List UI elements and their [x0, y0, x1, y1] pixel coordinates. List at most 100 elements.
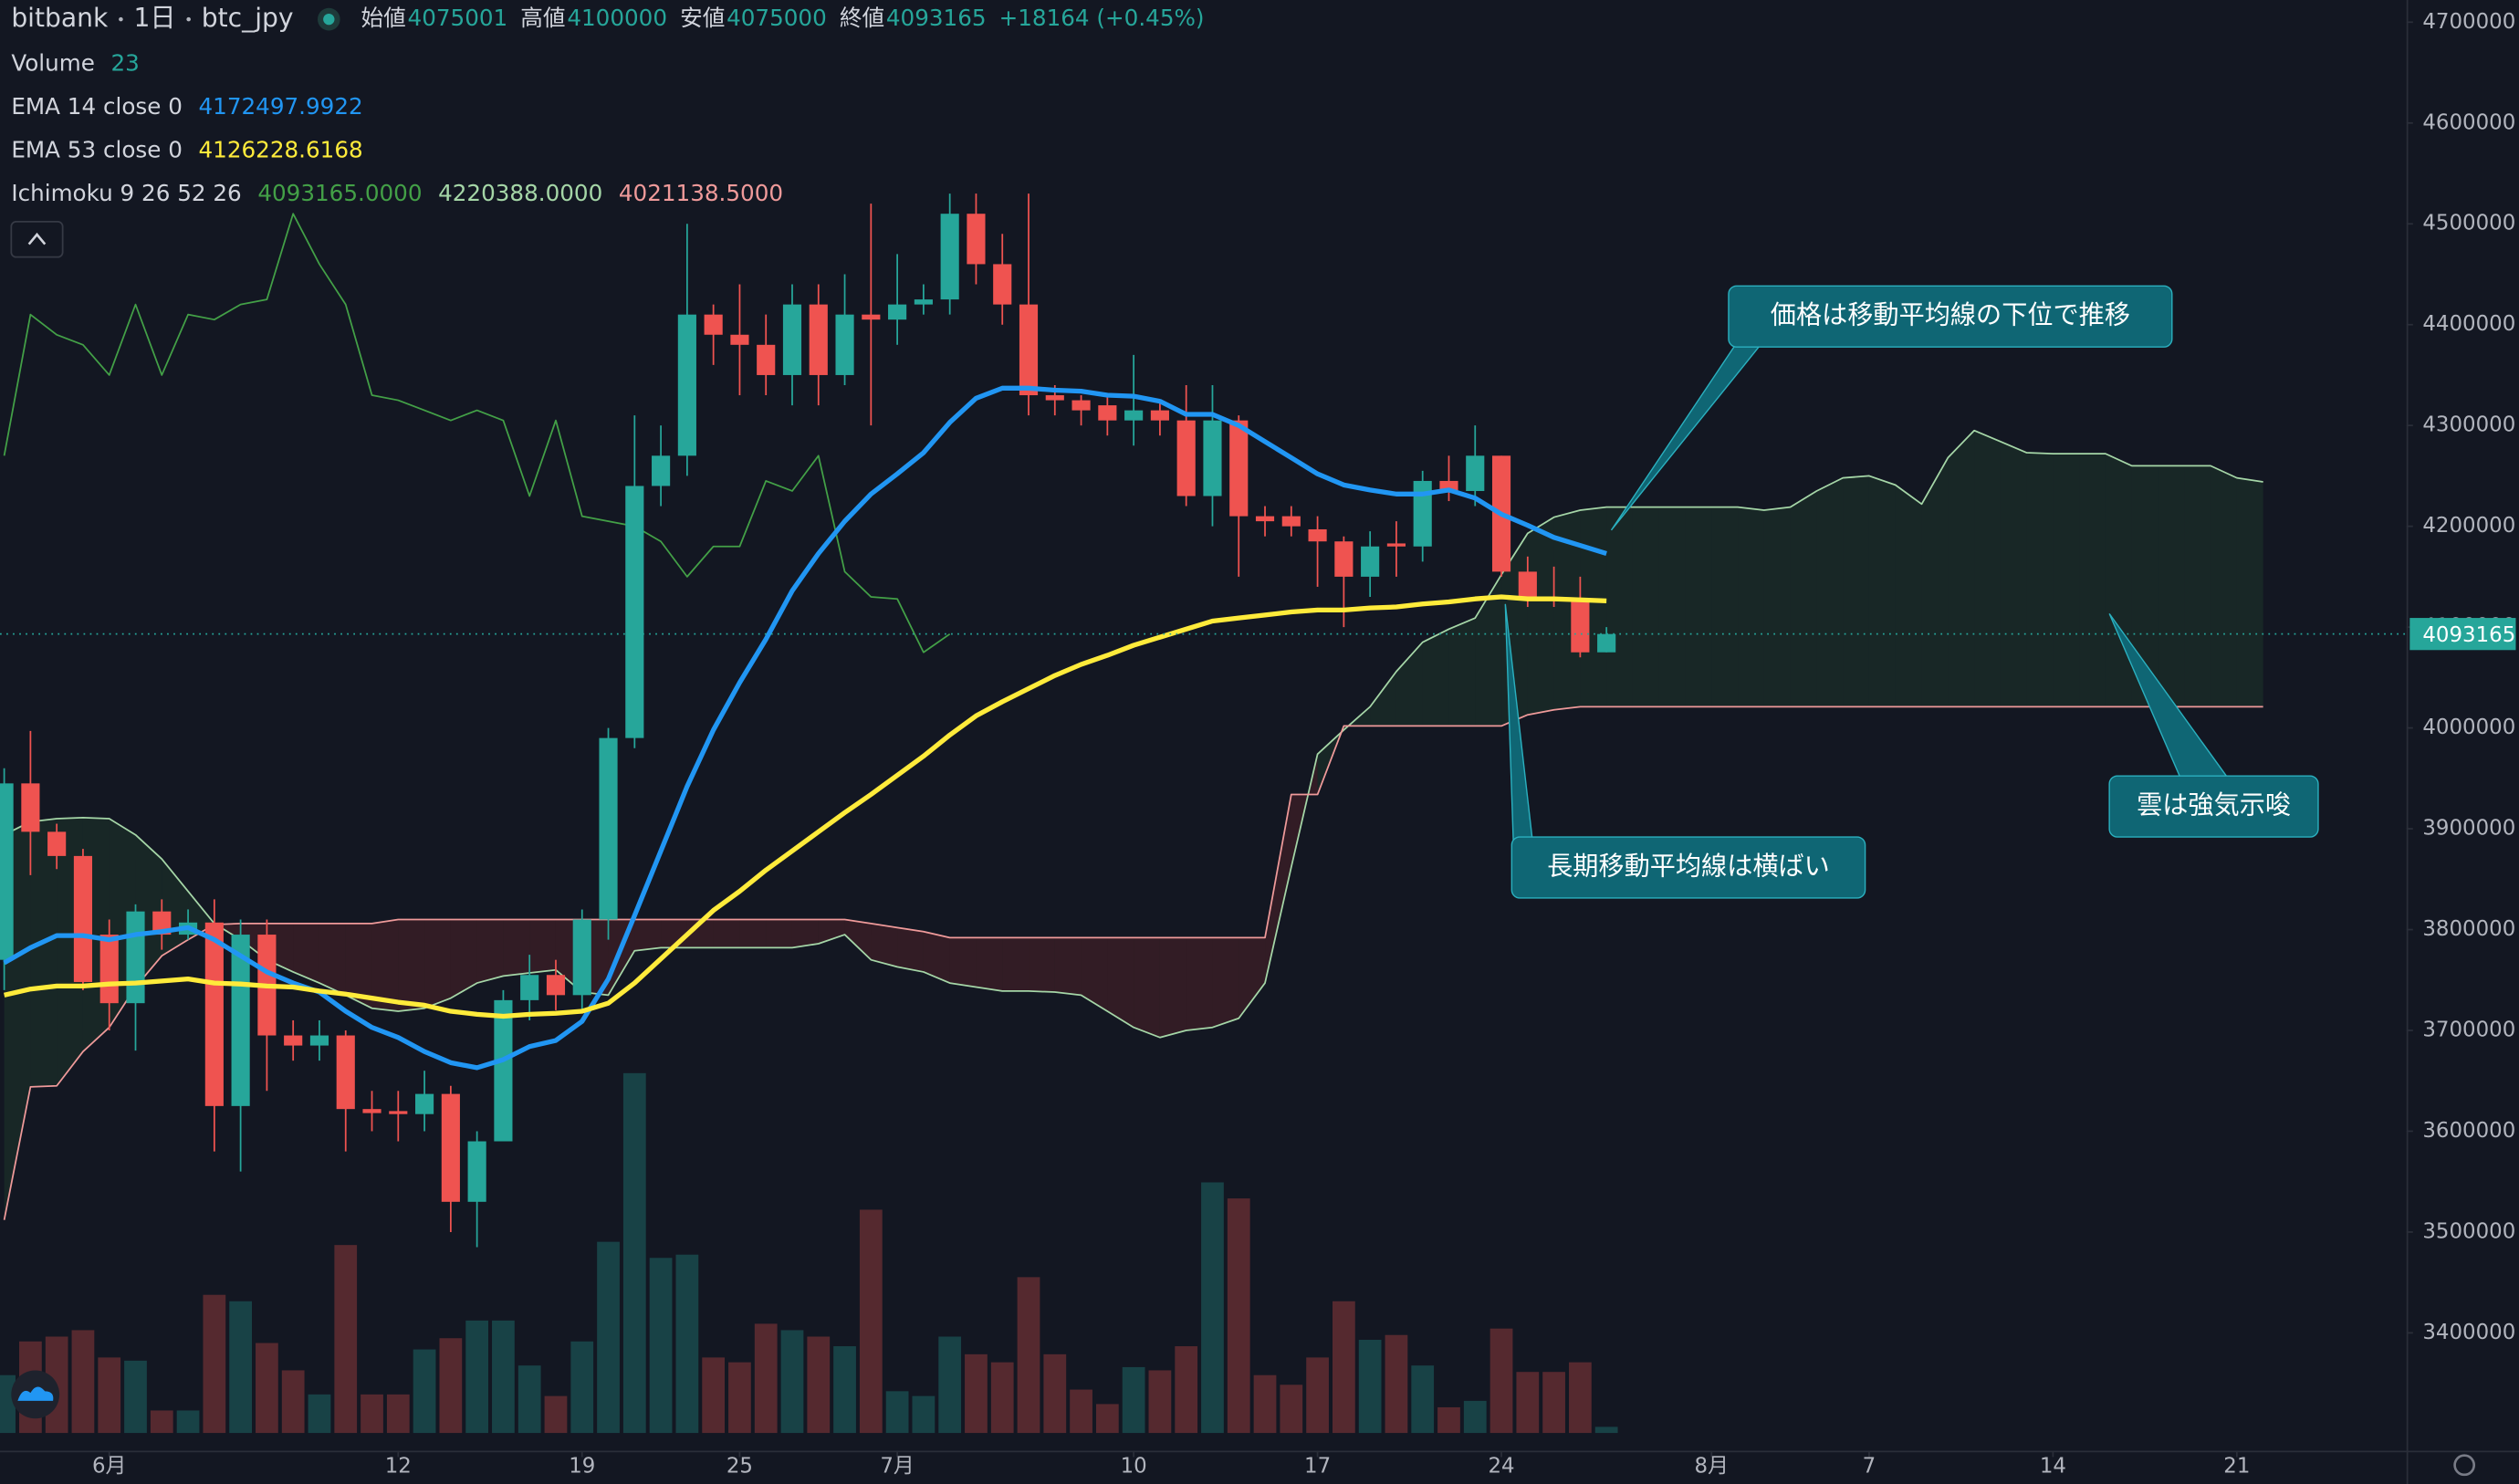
cloud-fill [1974, 430, 2001, 707]
callout-box [2108, 775, 2319, 838]
cloud-fill [1186, 937, 1213, 1031]
cloud-fill [1868, 476, 1896, 707]
cloud-fill [1738, 507, 1764, 707]
candle-body [126, 911, 145, 1004]
candle-body [625, 486, 644, 738]
x-tick-label: 14 [2040, 1455, 2066, 1479]
last-price-tag [2409, 618, 2516, 651]
volume-bar [308, 1394, 331, 1434]
cloud-fill [1395, 642, 1423, 726]
candle-body [967, 214, 986, 265]
candle-body [835, 314, 854, 375]
volume-bar [754, 1323, 778, 1434]
cloud-fill [1054, 937, 1082, 996]
lagging-line [3, 213, 951, 653]
volume-bar [1070, 1389, 1092, 1434]
cloud-fill [424, 919, 451, 1008]
y-tick-label: 3500000 [2422, 1219, 2515, 1243]
candle-body [888, 304, 907, 320]
y-tick-label: 4300000 [2422, 413, 2515, 437]
x-tick-label: 8月 [1695, 1455, 1729, 1479]
collapse-button[interactable] [10, 221, 64, 258]
cloud-fill [2079, 454, 2106, 707]
candle-body [1045, 395, 1064, 401]
volume-bar [833, 1346, 856, 1434]
cloud-fill [1159, 937, 1186, 1038]
x-tick-label: 12 [385, 1455, 412, 1479]
ohlc-label: 終値 [840, 5, 884, 31]
cloud-fill [1370, 671, 1396, 726]
cloud-fill [371, 919, 399, 1012]
y-tick-label: 4400000 [2422, 312, 2515, 336]
volume-bar [98, 1357, 121, 1434]
candle-body [204, 922, 224, 1106]
y-tick-label: 4000000 [2422, 716, 2515, 739]
legend-value: 4126228.6168 [198, 136, 362, 162]
cloud-fill [1002, 937, 1030, 991]
x-tick-label: 7月 [880, 1455, 914, 1479]
volume-bar [124, 1360, 147, 1434]
candle-body [1150, 410, 1169, 421]
cloud-fill [897, 927, 924, 972]
cloud-fill [1790, 490, 1817, 707]
volume-bar [938, 1336, 962, 1434]
volume-bar [1332, 1301, 1355, 1434]
volume-bar [1227, 1198, 1250, 1434]
volume-bar [439, 1338, 463, 1434]
y-tick-label: 4500000 [2422, 212, 2515, 235]
cloud-fill [529, 919, 556, 974]
volume-bar [150, 1410, 173, 1434]
cloud-fill [1265, 794, 1291, 984]
legend-value: 4220388.0000 [438, 180, 602, 206]
cloud-fill [1632, 507, 1659, 707]
volume-bar [965, 1353, 988, 1434]
candle-body [467, 1141, 486, 1202]
volume-bar [885, 1391, 909, 1434]
settings-icon[interactable] [2453, 1454, 2476, 1477]
volume-bar [675, 1254, 699, 1434]
x-tick-label: 7 [1863, 1455, 1876, 1479]
candle-body [1203, 420, 1222, 496]
volume-bar [361, 1394, 383, 1434]
legend-name: EMA 53 close 0 [11, 136, 183, 162]
cloud-fill [871, 923, 898, 967]
legend-name: Volume [11, 49, 95, 76]
ohlc-value: 4075000 [726, 5, 827, 31]
candle-body [730, 334, 749, 345]
cloud-fill [2184, 465, 2211, 707]
volume-bar [413, 1349, 436, 1434]
candle-body [309, 1035, 329, 1046]
cloud-fill [791, 919, 819, 948]
volume-bar [1463, 1400, 1487, 1434]
y-tick-label: 3400000 [2422, 1321, 2515, 1344]
cloud-fill [2236, 477, 2263, 707]
candle-body [1597, 633, 1616, 653]
candle-body [704, 314, 723, 335]
cloud-fill [1843, 476, 1869, 707]
span-b-line [3, 705, 2263, 1220]
candle-body [1308, 528, 1327, 542]
cloud-fill [818, 919, 845, 945]
callout-text: 価格は移動平均線の下位で推移 [1771, 300, 2130, 330]
cloud-fill [2026, 453, 2054, 707]
candle-body [73, 855, 93, 982]
candle-body [1124, 410, 1144, 421]
callout-box [1728, 285, 2173, 348]
ohlc-label: 始値 [361, 5, 406, 31]
volume-bar [492, 1320, 515, 1434]
volume-bar [281, 1370, 305, 1434]
cloud-fill [1658, 507, 1686, 707]
candle-body [993, 264, 1012, 305]
volume-bar [386, 1394, 410, 1434]
symbol: btc_jpy [202, 3, 294, 33]
candle-body [1466, 455, 1485, 491]
candle-body [231, 935, 250, 1106]
cloud-fill [1422, 629, 1449, 726]
cloud-fill [1029, 937, 1055, 993]
ohlc-label: 高値 [520, 5, 565, 31]
cloud-fill [2105, 454, 2132, 707]
candle-body [362, 1109, 382, 1113]
cloud-fill [2158, 465, 2185, 707]
candle-body [1518, 571, 1537, 597]
